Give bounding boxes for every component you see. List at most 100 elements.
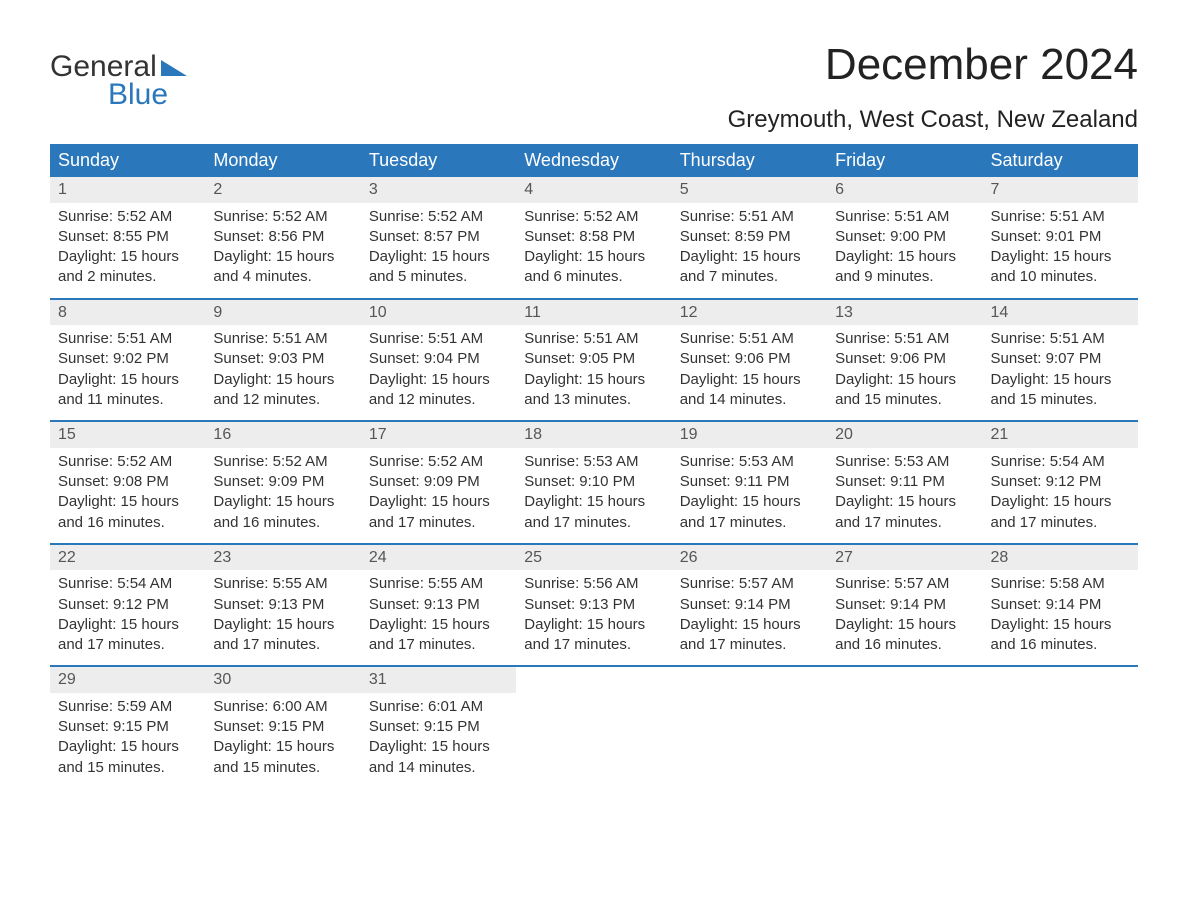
day-daylight1: Daylight: 15 hours [991,370,1130,390]
day-daylight1: Daylight: 15 hours [213,492,352,512]
day-daylight2: and 17 minutes. [369,635,508,655]
day-daylight1: Daylight: 15 hours [213,615,352,635]
day-cell [983,667,1138,788]
date-number: 16 [205,422,360,448]
day-sunrise: Sunrise: 5:51 AM [524,329,663,349]
day-daylight2: and 16 minutes. [991,635,1130,655]
day-cell: 15Sunrise: 5:52 AMSunset: 9:08 PMDayligh… [50,422,205,543]
day-daylight2: and 11 minutes. [58,390,197,410]
day-cell: 3 Sunrise: 5:52 AMSunset: 8:57 PMDaylight… [361,177,516,298]
date-number: 13 [827,300,982,326]
day-daylight2: and 16 minutes. [58,513,197,533]
day-header-row: Sunday Monday Tuesday Wednesday Thursday… [50,144,1138,177]
day-daylight2: and 17 minutes. [213,635,352,655]
logo-flag-icon [161,50,187,70]
logo-text-bottom: Blue [108,78,168,112]
day-daylight2: and 15 minutes. [991,390,1130,410]
day-daylight1: Daylight: 15 hours [369,615,508,635]
day-daylight1: Daylight: 15 hours [369,247,508,267]
day-daylight1: Daylight: 15 hours [524,615,663,635]
date-number: 25 [516,545,671,571]
day-daylight1: Daylight: 15 hours [835,370,974,390]
day-header-monday: Monday [205,144,360,177]
day-sunrise: Sunrise: 5:55 AM [213,574,352,594]
day-sunset: Sunset: 8:55 PM [58,227,197,247]
date-number: 20 [827,422,982,448]
day-daylight1: Daylight: 15 hours [991,247,1130,267]
day-cell: 17Sunrise: 5:52 AMSunset: 9:09 PMDayligh… [361,422,516,543]
day-sunset: Sunset: 8:59 PM [680,227,819,247]
day-cell: 7Sunrise: 5:51 AMSunset: 9:01 PMDaylight… [983,177,1138,298]
day-daylight2: and 15 minutes. [58,758,197,778]
day-daylight2: and 2 minutes. [58,267,197,287]
day-cell [672,667,827,788]
day-sunrise: Sunrise: 5:57 AM [835,574,974,594]
day-sunset: Sunset: 9:13 PM [213,595,352,615]
day-daylight2: and 10 minutes. [991,267,1130,287]
day-cell: 13Sunrise: 5:51 AMSunset: 9:06 PMDayligh… [827,300,982,421]
day-sunset: Sunset: 9:08 PM [58,472,197,492]
day-cell: 19Sunrise: 5:53 AMSunset: 9:11 PMDayligh… [672,422,827,543]
date-number: 3 [361,177,516,203]
day-header-thursday: Thursday [672,144,827,177]
day-cell: 9Sunrise: 5:51 AMSunset: 9:03 PMDaylight… [205,300,360,421]
day-header-tuesday: Tuesday [361,144,516,177]
day-daylight1: Daylight: 15 hours [524,492,663,512]
date-number: 2 [205,177,360,203]
day-cell: 26Sunrise: 5:57 AMSunset: 9:14 PMDayligh… [672,545,827,666]
day-sunset: Sunset: 9:12 PM [991,472,1130,492]
day-sunrise: Sunrise: 5:51 AM [369,329,508,349]
day-cell: 29Sunrise: 5:59 AMSunset: 9:15 PMDayligh… [50,667,205,788]
day-cell: 30Sunrise: 6:00 AMSunset: 9:15 PMDayligh… [205,667,360,788]
day-sunset: Sunset: 9:14 PM [835,595,974,615]
day-daylight2: and 17 minutes. [369,513,508,533]
day-sunrise: Sunrise: 5:53 AM [524,452,663,472]
day-sunset: Sunset: 9:13 PM [369,595,508,615]
day-sunrise: Sunrise: 5:51 AM [680,207,819,227]
month-title: December 2024 [728,40,1138,90]
day-sunset: Sunset: 9:09 PM [213,472,352,492]
date-number: 27 [827,545,982,571]
day-sunset: Sunset: 9:11 PM [680,472,819,492]
day-sunset: Sunset: 9:02 PM [58,349,197,369]
day-sunset: Sunset: 9:00 PM [835,227,974,247]
day-cell: 20Sunrise: 5:53 AMSunset: 9:11 PMDayligh… [827,422,982,543]
day-sunset: Sunset: 8:57 PM [369,227,508,247]
day-daylight1: Daylight: 15 hours [680,370,819,390]
day-sunrise: Sunrise: 5:55 AM [369,574,508,594]
date-number: 18 [516,422,671,448]
day-daylight2: and 12 minutes. [213,390,352,410]
day-sunset: Sunset: 9:03 PM [213,349,352,369]
day-cell: 16Sunrise: 5:52 AMSunset: 9:09 PMDayligh… [205,422,360,543]
day-sunrise: Sunrise: 5:53 AM [835,452,974,472]
day-cell: 11Sunrise: 5:51 AMSunset: 9:05 PMDayligh… [516,300,671,421]
date-number: 22 [50,545,205,571]
day-daylight2: and 12 minutes. [369,390,508,410]
day-cell: 12Sunrise: 5:51 AMSunset: 9:06 PMDayligh… [672,300,827,421]
day-daylight1: Daylight: 15 hours [58,615,197,635]
day-sunrise: Sunrise: 5:52 AM [369,207,508,227]
date-number: 11 [516,300,671,326]
day-cell: 25Sunrise: 5:56 AMSunset: 9:13 PMDayligh… [516,545,671,666]
day-daylight2: and 14 minutes. [680,390,819,410]
day-cell: 10Sunrise: 5:51 AMSunset: 9:04 PMDayligh… [361,300,516,421]
day-daylight2: and 16 minutes. [835,635,974,655]
day-daylight1: Daylight: 15 hours [213,737,352,757]
day-sunrise: Sunrise: 5:52 AM [58,452,197,472]
day-cell: 2Sunrise: 5:52 AMSunset: 8:56 PMDaylight… [205,177,360,298]
day-daylight2: and 15 minutes. [213,758,352,778]
day-daylight2: and 17 minutes. [680,513,819,533]
day-sunrise: Sunrise: 6:00 AM [213,697,352,717]
date-number: 21 [983,422,1138,448]
date-number: 1 [50,177,205,203]
day-daylight1: Daylight: 15 hours [991,615,1130,635]
day-daylight2: and 4 minutes. [213,267,352,287]
day-daylight1: Daylight: 15 hours [58,492,197,512]
day-daylight1: Daylight: 15 hours [524,247,663,267]
day-daylight2: and 9 minutes. [835,267,974,287]
day-daylight2: and 17 minutes. [524,635,663,655]
day-daylight2: and 17 minutes. [991,513,1130,533]
day-daylight1: Daylight: 15 hours [58,737,197,757]
day-sunrise: Sunrise: 5:52 AM [58,207,197,227]
date-number: 10 [361,300,516,326]
